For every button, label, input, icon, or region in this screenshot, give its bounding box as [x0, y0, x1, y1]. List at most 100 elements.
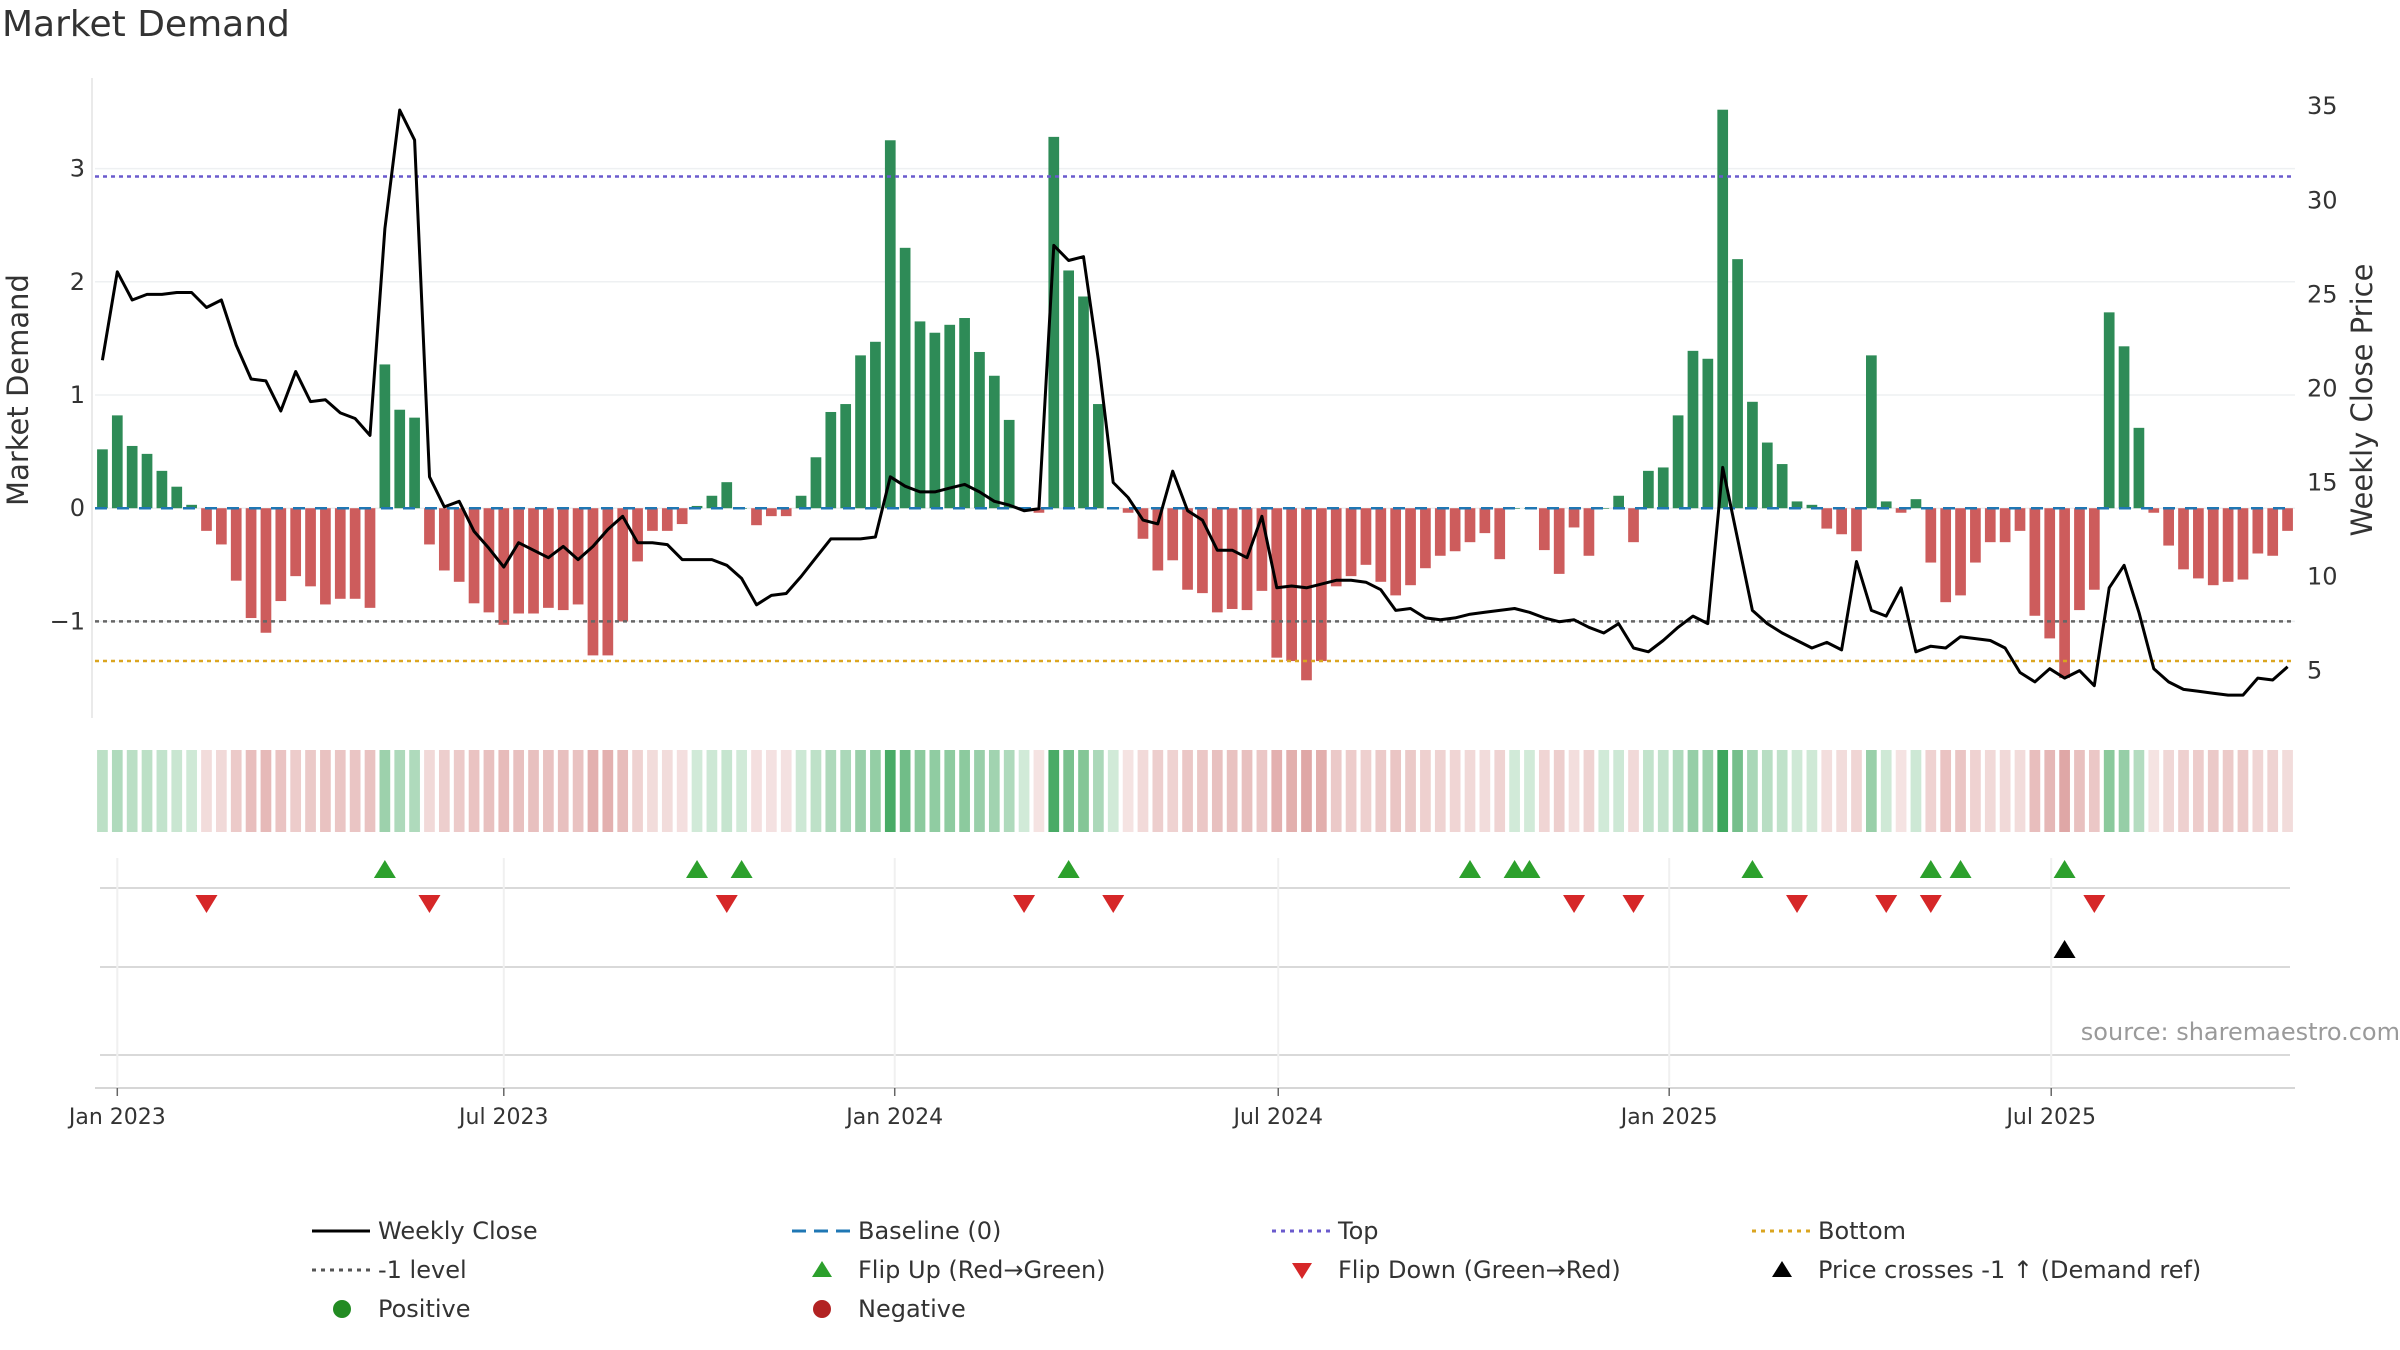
- demand-bar-negative: [424, 508, 435, 545]
- demand-bar-positive: [409, 417, 420, 509]
- demand-bar-negative: [676, 508, 688, 525]
- demand-bar-negative: [290, 508, 302, 577]
- demand-bar-negative: [2267, 508, 2279, 556]
- circle-icon: [333, 1300, 351, 1318]
- demand-bar-negative: [1420, 508, 1431, 569]
- y-tick-label: 0: [70, 494, 85, 522]
- strip-cell-negative: [1464, 750, 1476, 832]
- flip-up-marker: [1949, 860, 1972, 878]
- strip-cell-positive: [706, 750, 718, 832]
- strip-cell-positive: [1702, 750, 1714, 832]
- strip-cell-negative: [1301, 750, 1312, 832]
- demand-bar-negative: [1821, 508, 1833, 529]
- demand-bar-negative: [1167, 508, 1179, 561]
- strip-cell-negative: [290, 750, 302, 832]
- strip-cell-negative: [1984, 750, 1996, 832]
- y-tick-label: 3: [70, 155, 85, 183]
- demand-bar-positive: [2133, 427, 2145, 509]
- strip-cell-negative: [230, 750, 242, 832]
- strip-cell-negative: [2088, 750, 2100, 832]
- strip-cell-negative: [1182, 750, 1193, 832]
- demand-bar-positive: [1910, 499, 1922, 509]
- y-tick-label: −1: [50, 607, 85, 635]
- legend-price-cross[interactable]: Price crosses -1 ↑ (Demand ref): [1740, 1251, 2201, 1289]
- demand-bar-positive: [1880, 501, 1892, 509]
- demand-bar-negative: [1628, 508, 1639, 543]
- demand-bar-negative: [2029, 508, 2041, 616]
- strip-cell-negative: [2148, 750, 2160, 832]
- y2-tick-label: 25: [2307, 280, 2338, 308]
- strip-cell-negative: [751, 750, 762, 832]
- strip-cell-negative: [453, 750, 465, 832]
- strip-cell-negative: [617, 750, 629, 832]
- demand-bar-positive: [1657, 467, 1669, 509]
- y-axis-label: Market Demand: [1, 274, 35, 506]
- legend-label: Negative: [858, 1295, 966, 1323]
- demand-bar-positive: [1687, 350, 1699, 509]
- demand-bar-negative: [1449, 508, 1461, 552]
- y2-tick-label: 10: [2307, 563, 2338, 591]
- strip-cell-negative: [305, 750, 316, 832]
- demand-bar-negative: [201, 508, 212, 531]
- strip-cell-positive: [1910, 750, 1922, 832]
- strip-cell-positive: [1524, 750, 1535, 832]
- demand-bar-negative: [1895, 508, 1907, 513]
- legend-minus-one[interactable]: -1 level: [300, 1251, 467, 1289]
- x-tick-label: Jul 2025: [2004, 1105, 2096, 1130]
- strip-cell-positive: [944, 750, 956, 832]
- legend-label: Weekly Close: [378, 1217, 538, 1245]
- demand-bar-negative: [1197, 508, 1208, 594]
- strip-cell-negative: [438, 750, 450, 832]
- strip-cell-positive: [2133, 750, 2145, 832]
- strip-cell-negative: [1167, 750, 1179, 832]
- strip-cell-positive: [1018, 750, 1030, 832]
- demand-bar-positive: [988, 375, 1000, 509]
- demand-bar-negative: [1553, 508, 1565, 574]
- demand-bar-negative: [2044, 508, 2056, 639]
- flip-down-marker: [1563, 895, 1586, 913]
- strip-cell-negative: [424, 750, 435, 832]
- demand-bar-positive: [810, 457, 822, 509]
- legend-label: Top: [1338, 1217, 1379, 1245]
- demand-bar-negative: [1211, 508, 1223, 613]
- strip-cell-positive: [97, 750, 108, 832]
- demand-bar-positive: [974, 351, 985, 509]
- strip-cell-negative: [1241, 750, 1253, 832]
- strip-cell-negative: [2237, 750, 2249, 832]
- strip-cell-negative: [245, 750, 257, 832]
- demand-bar-negative: [1122, 508, 1134, 513]
- demand-bar-positive: [1702, 358, 1714, 509]
- strip-cell-positive: [1776, 750, 1788, 832]
- flip-up-marker: [373, 860, 396, 878]
- strip-cell-negative: [1390, 750, 1402, 832]
- legend-bottom[interactable]: Bottom: [1740, 1212, 1906, 1250]
- strip-cell-positive: [379, 750, 391, 832]
- flip-up-marker: [1919, 860, 1942, 878]
- demand-bar-positive: [795, 495, 807, 509]
- legend-negative[interactable]: Negative: [780, 1290, 966, 1328]
- demand-bar-negative: [1360, 508, 1372, 565]
- demand-bar-negative: [602, 508, 614, 656]
- strip-cell-negative: [349, 750, 361, 832]
- strip-cell-positive: [1509, 750, 1520, 832]
- legend-positive[interactable]: Positive: [300, 1290, 471, 1328]
- legend-label: Bottom: [1818, 1217, 1907, 1245]
- x-tick-label: Jul 2024: [1231, 1105, 1323, 1130]
- strip-cell-negative: [1137, 750, 1149, 832]
- legend-baseline[interactable]: Baseline (0): [780, 1212, 1001, 1250]
- demand-bar-positive: [1866, 355, 1877, 509]
- demand-bar-negative: [2222, 508, 2234, 582]
- strip-cell-negative: [513, 750, 524, 832]
- strip-cell-positive: [126, 750, 138, 832]
- strip-cell-negative: [1122, 750, 1134, 832]
- strip-cell-negative: [676, 750, 688, 832]
- strip-cell-negative: [2267, 750, 2279, 832]
- legend-top[interactable]: Top: [1260, 1212, 1379, 1250]
- legend-flip-up[interactable]: Flip Up (Red→Green): [780, 1251, 1106, 1289]
- demand-bar-negative: [1345, 508, 1357, 577]
- demand-bar-positive: [1643, 470, 1654, 509]
- demand-bar-negative: [661, 508, 673, 531]
- legend-flip-down[interactable]: Flip Down (Green→Red): [1260, 1251, 1621, 1289]
- legend-weekly-close[interactable]: Weekly Close: [300, 1212, 538, 1250]
